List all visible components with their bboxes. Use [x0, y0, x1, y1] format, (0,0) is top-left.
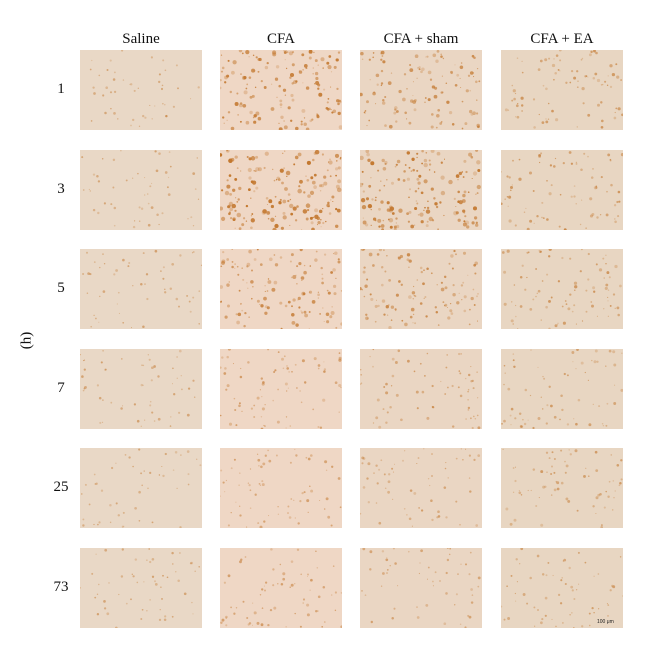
micrograph-cfa-ea-3h [501, 150, 623, 230]
micrograph-cfa-ea-25h [501, 448, 623, 528]
micrograph-cfa-5h [220, 249, 342, 329]
row-label-7h: 7 [57, 380, 65, 396]
row-label-25h: 25 [53, 479, 69, 495]
micrograph-cfa-sham-73h [360, 548, 482, 628]
micrograph-cfa-73h [220, 548, 342, 628]
micrograph-cfa-sham-3h [360, 150, 482, 230]
micrograph-saline-5h [80, 249, 202, 329]
row-label-5h: 5 [57, 280, 65, 296]
micrograph-cfa-ea-7h [501, 349, 623, 429]
micrograph-cfa-3h [220, 150, 342, 230]
column-header-saline: Saline [122, 31, 160, 47]
micrograph-cfa-sham-5h [360, 249, 482, 329]
micrograph-saline-73h [80, 548, 202, 628]
micrograph-saline-7h [80, 349, 202, 429]
time-axis-unit: (h) [18, 331, 35, 350]
micrograph-saline-1h [80, 50, 202, 130]
column-header-cfa: CFA [266, 31, 296, 47]
column-header-cfa-ea: CFA + EA [530, 31, 594, 47]
micrograph-cfa-ea-5h [501, 249, 623, 329]
micrograph-cfa-ea-73h [501, 548, 623, 628]
micrograph-cfa-sham-1h [360, 50, 482, 130]
micrograph-cfa-ea-1h [501, 50, 623, 130]
column-header-cfa-sham: CFA + sham [383, 31, 459, 47]
micrograph-saline-3h [80, 150, 202, 230]
micrograph-cfa-25h [220, 448, 342, 528]
row-label-3h: 3 [57, 181, 65, 197]
row-label-73h: 73 [53, 579, 69, 595]
scale-bar-label: 100 μm [597, 619, 614, 625]
micrograph-cfa-1h [220, 50, 342, 130]
micrograph-cfa-sham-25h [360, 448, 482, 528]
micrograph-cfa-7h [220, 349, 342, 429]
row-label-1h: 1 [57, 81, 65, 97]
micrograph-cfa-sham-7h [360, 349, 482, 429]
micrograph-saline-25h [80, 448, 202, 528]
